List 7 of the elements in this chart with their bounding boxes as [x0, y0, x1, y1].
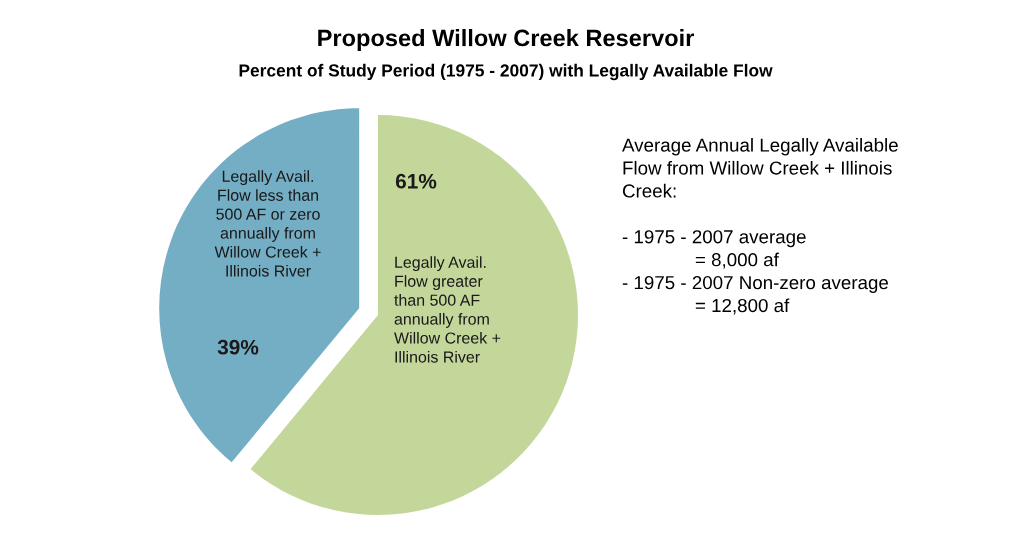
data-label: 61% [395, 173, 437, 189]
chart-subtitle: Percent of Study Period (1975 - 2007) with Legally Available Flow [239, 63, 773, 81]
chart-title: Proposed Willow Creek Reservoir [318, 29, 694, 51]
data-label: 39% [217, 339, 259, 355]
text: Average Annual Legally Available Flow from Willow Creek + Illinois Creek: - 1975 - 2007 average = 8,000 af - 1975 - 2007 Non-zero average = 12,800 af [622, 138, 898, 315]
slice-label: Legally Avail. Flow greater than 500 AF annually from Willow Creek + Illinois River [394, 256, 501, 363]
slice-label: Legally Avail. Flow less than 500 AF or zero annually from Willow Creek + Illinois River [214, 170, 321, 277]
